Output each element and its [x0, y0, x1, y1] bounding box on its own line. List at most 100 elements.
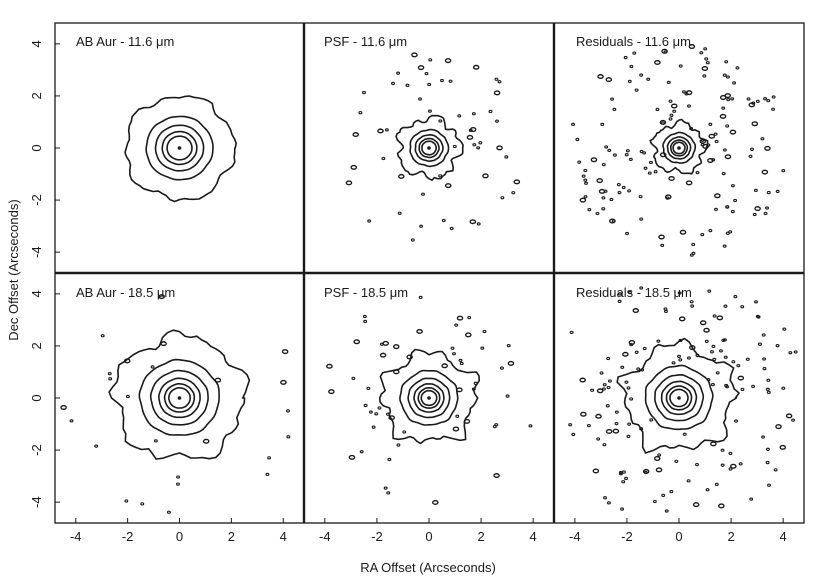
noise-contour — [687, 104, 691, 108]
contour-level — [660, 380, 698, 416]
noise-contour — [609, 197, 614, 202]
noise-contour — [379, 352, 387, 358]
noise-contour — [766, 98, 771, 103]
noise-contour — [707, 289, 712, 293]
noise-contour — [427, 109, 432, 113]
noise-contour — [700, 232, 705, 237]
noise-contour — [488, 109, 493, 114]
contour-level — [649, 118, 709, 175]
noise-contour — [467, 315, 472, 320]
noise-contour — [723, 304, 728, 308]
noise-contour — [764, 145, 771, 151]
noise-contour — [153, 439, 158, 443]
noise-contour — [689, 126, 694, 131]
noise-contour — [685, 180, 693, 186]
noise-contour — [761, 333, 766, 337]
noise-contour — [383, 486, 388, 490]
noise-contour — [471, 112, 476, 116]
noise-contour — [643, 166, 648, 170]
noise-contour — [708, 133, 716, 139]
noise-contour — [617, 292, 622, 296]
noise-contour — [108, 377, 113, 381]
contour-level — [154, 124, 205, 172]
noise-contour — [738, 462, 743, 466]
contour-level — [395, 114, 464, 181]
x-tick-label: -4 — [319, 529, 331, 544]
noise-contour — [781, 386, 786, 390]
noise-contour — [368, 410, 373, 414]
noise-contour — [374, 412, 379, 416]
noise-contour — [752, 212, 757, 217]
contour-level — [421, 140, 437, 156]
noise-contour — [500, 196, 505, 200]
noise-contour — [729, 129, 737, 135]
noise-contour — [607, 148, 612, 153]
noise-contour — [421, 192, 425, 196]
noise-contour — [781, 168, 786, 173]
noise-contour — [729, 463, 737, 469]
noise-contour — [746, 97, 751, 101]
noise-contour — [620, 507, 625, 511]
noise-contour — [353, 339, 361, 345]
noise-contour — [639, 427, 644, 431]
noise-contour — [679, 229, 687, 235]
noise-contour — [624, 380, 629, 384]
noise-contour — [482, 173, 489, 179]
noise-contour — [785, 413, 793, 419]
noise-contour — [107, 372, 112, 376]
noise-contour — [497, 80, 502, 84]
noise-contour — [726, 97, 731, 102]
noise-contour — [755, 99, 760, 104]
noise-contour — [724, 154, 732, 160]
noise-contour — [624, 476, 629, 481]
noise-contour — [725, 231, 730, 235]
peak-marker — [677, 146, 681, 150]
noise-contour — [677, 354, 681, 359]
noise-contour — [691, 242, 696, 247]
noise-contour — [100, 334, 105, 338]
noise-contour — [766, 190, 771, 195]
noise-contour — [668, 99, 673, 103]
noise-contour — [655, 107, 660, 112]
noise-contour — [385, 412, 390, 416]
axis-ticks: -4 -2 0 2 4 -4 -2 0 2 4 -4 -2 0 2 4 4 2 0 -2 -4 4 2 0 -2 -4 — [29, 40, 787, 544]
noise-contour — [670, 103, 678, 109]
noise-contour — [280, 379, 287, 385]
noise-contour — [793, 350, 798, 354]
noise-contour — [620, 365, 625, 369]
noise-contour — [432, 499, 439, 505]
noise-contour — [705, 61, 710, 65]
noise-contour — [689, 300, 694, 304]
y-tick-label: -4 — [29, 496, 44, 508]
noise-contour — [410, 238, 415, 242]
noise-contour — [396, 443, 401, 447]
noise-contour — [463, 418, 471, 424]
noise-contour — [175, 482, 180, 486]
noise-contour — [596, 437, 601, 441]
contour-level — [644, 364, 714, 431]
noise-contour — [708, 122, 713, 126]
noise-contour — [495, 119, 499, 123]
noise-contour — [438, 174, 443, 178]
noise-contour — [718, 503, 725, 509]
noise-contour — [596, 388, 604, 394]
noise-contour — [581, 174, 586, 178]
noise-contour — [452, 144, 457, 149]
noise-contour — [601, 196, 606, 200]
noise-contour — [348, 454, 356, 460]
peak-marker — [427, 146, 431, 150]
noise-contour — [476, 146, 481, 150]
noise-contour — [350, 164, 358, 170]
noise-contour — [478, 141, 483, 145]
contour-level — [418, 137, 440, 159]
noise-contour — [612, 153, 617, 157]
noise-contour — [705, 488, 710, 492]
noise-contour — [449, 226, 454, 231]
y-axis-title: Dec Offset (Arcseconds) — [6, 199, 21, 340]
y-tick-label: -4 — [29, 246, 44, 258]
noise-contour — [636, 367, 641, 371]
noise-contour — [583, 168, 588, 173]
noise-contour — [468, 128, 473, 133]
noise-contour — [734, 419, 738, 423]
noise-contour — [731, 360, 736, 364]
